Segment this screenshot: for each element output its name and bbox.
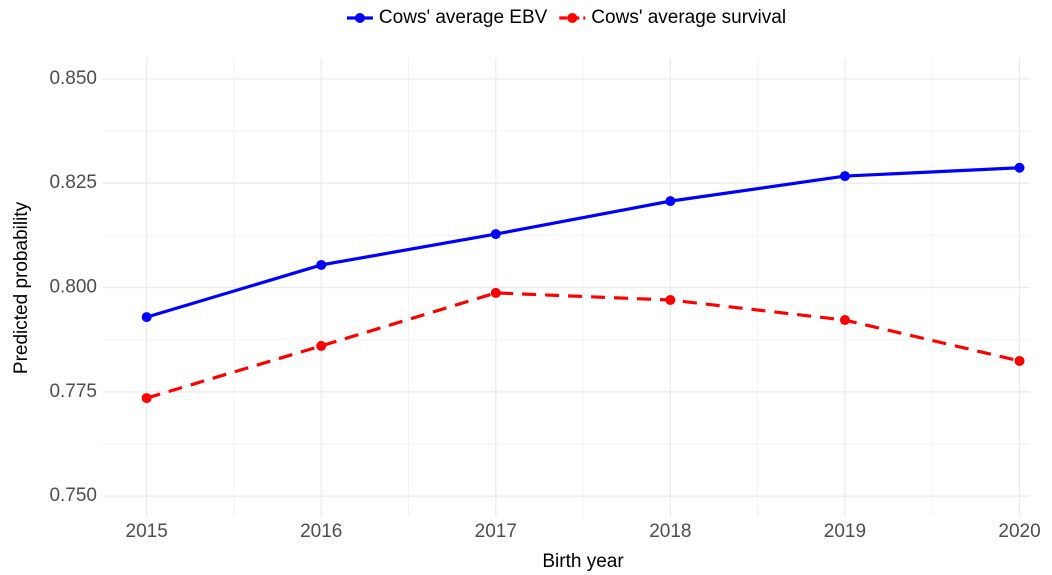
data-point — [665, 295, 676, 306]
y-tick-label: 0.750 — [49, 485, 97, 506]
data-point — [839, 315, 850, 326]
legend-label: Cows' average EBV — [379, 7, 548, 28]
x-tick-label: 2015 — [126, 521, 168, 542]
data-point — [1014, 355, 1025, 366]
y-tick-label: 0.850 — [49, 68, 97, 89]
x-tick-label: 2019 — [824, 521, 866, 542]
legend-label: Cows' average survival — [591, 7, 786, 28]
data-point — [316, 340, 327, 351]
data-point — [141, 393, 152, 404]
x-tick-label: 2018 — [649, 521, 691, 542]
data-point — [665, 196, 676, 207]
series-line — [146, 166, 1020, 319]
legend-key-point — [567, 13, 578, 23]
y-tick-label: 0.775 — [49, 381, 97, 402]
data-point — [490, 287, 501, 298]
legend: Cows' average EBV Cows' average survival — [346, 7, 786, 28]
x-tick-label: 2017 — [475, 521, 517, 542]
x-tick-label: 2016 — [300, 521, 342, 542]
data-point — [839, 171, 850, 182]
data-point — [490, 229, 501, 240]
legend-item: Cows' average survival — [559, 7, 786, 28]
y-tick-label: 0.800 — [49, 277, 97, 298]
y-axis-title: Predicted probability — [11, 201, 32, 374]
legend-key-point — [354, 13, 365, 23]
data-point — [141, 312, 152, 323]
x-tick-label: 2020 — [998, 521, 1040, 542]
series-line — [146, 291, 1020, 400]
grid — [103, 58, 1030, 517]
data-point — [316, 259, 327, 270]
x-axis-title: Birth year — [542, 551, 624, 572]
y-tick-label: 0.825 — [49, 172, 97, 193]
data-point — [1014, 162, 1025, 173]
legend-item: Cows' average EBV — [346, 7, 548, 28]
